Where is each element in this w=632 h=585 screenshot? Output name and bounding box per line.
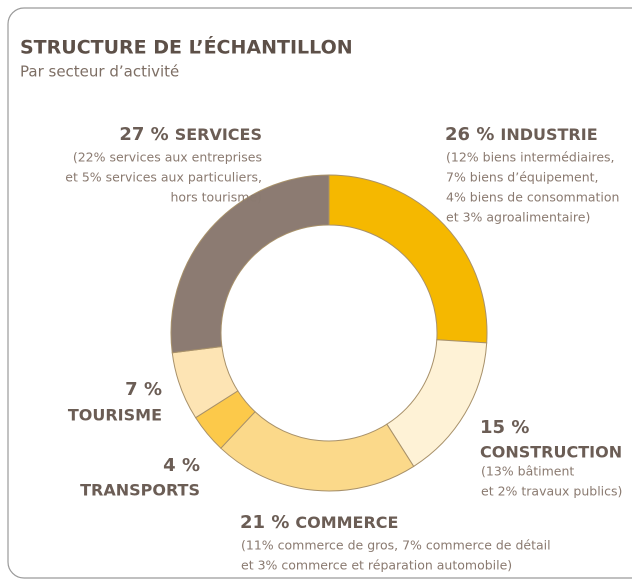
slice-detail: (11% commerce de gros, 7% commerce de dé… bbox=[241, 538, 551, 553]
slice-percent: 27 % bbox=[119, 124, 168, 145]
slice-label: 26 % INDUSTRIE bbox=[445, 124, 598, 145]
slice-detail: 4% biens de consommation bbox=[446, 190, 619, 205]
slice-detail: (22% services aux entreprises bbox=[73, 150, 262, 165]
slice-name: TOURISME bbox=[68, 406, 162, 425]
slice-label: 27 % SERVICES bbox=[119, 124, 262, 145]
slice-percent: 21 % bbox=[240, 512, 289, 533]
slice-name: INDUSTRIE bbox=[500, 125, 597, 144]
chart-subtitle: Par secteur d’activité bbox=[20, 63, 179, 81]
slice-percent: 7 % bbox=[125, 379, 162, 400]
slice-percent: 26 % bbox=[445, 124, 494, 145]
slice-percent: 4 % bbox=[163, 455, 200, 476]
slice-name: CONSTRUCTION bbox=[480, 443, 622, 462]
slice-detail: et 3% commerce et réparation automobile) bbox=[241, 558, 512, 573]
slice-detail: 7% biens d’équipement, bbox=[446, 170, 599, 185]
slice-detail: hors tourisme) bbox=[170, 190, 262, 205]
slice-detail: (12% biens intermédiaires, bbox=[446, 150, 615, 165]
donut-slice bbox=[170, 174, 330, 354]
slice-percent: 15 % bbox=[480, 417, 529, 438]
slice-detail: et 3% agroalimentaire) bbox=[446, 210, 590, 225]
chart-title: STRUCTURE DE L’ÉCHANTILLON bbox=[20, 36, 353, 59]
slice-detail: (13% bâtiment bbox=[481, 464, 574, 479]
slice-label: 21 % COMMERCE bbox=[240, 512, 398, 533]
slice-detail: et 2% travaux publics) bbox=[481, 484, 622, 499]
frame bbox=[7, 7, 632, 579]
slice-name: SERVICES bbox=[175, 125, 262, 144]
slice-name: COMMERCE bbox=[295, 513, 398, 532]
slice-detail: et 5% services aux particuliers, bbox=[65, 170, 262, 185]
slice-name: TRANSPORTS bbox=[80, 481, 200, 500]
